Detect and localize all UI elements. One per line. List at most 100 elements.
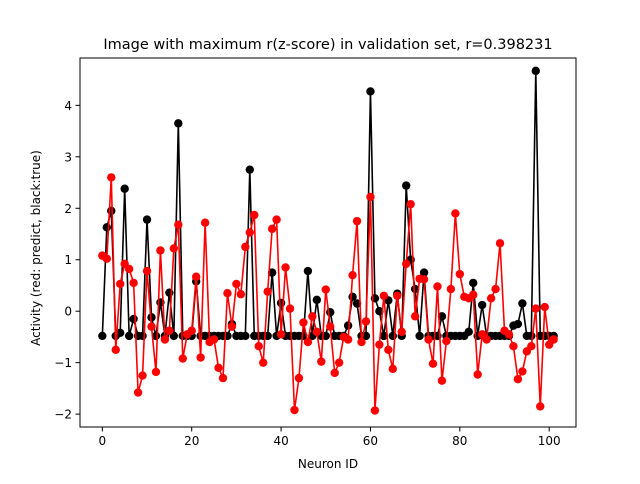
data-point-true <box>326 308 335 317</box>
y-tick-label: 0 <box>64 305 72 319</box>
data-point-true <box>116 328 125 338</box>
data-point-predict <box>308 312 317 321</box>
chart-title: Image with maximum r(z-score) in validat… <box>103 37 552 53</box>
y-tick-label: 2 <box>64 202 72 216</box>
data-point-true <box>267 268 277 277</box>
data-point-true <box>419 268 429 277</box>
data-point-predict <box>330 368 339 378</box>
data-point-true <box>352 299 362 308</box>
y-tick-label: 1 <box>64 253 72 267</box>
data-point-predict <box>218 373 228 383</box>
data-point-predict <box>491 284 500 294</box>
data-point-predict <box>299 318 308 327</box>
y-tick-label: −1 <box>54 356 72 370</box>
data-point-predict <box>334 358 344 367</box>
data-point-predict <box>549 335 558 344</box>
data-point-true <box>513 319 523 329</box>
data-point-true <box>174 119 183 128</box>
data-point-predict <box>232 279 241 289</box>
data-point-predict <box>138 371 147 380</box>
data-point-predict <box>424 335 433 344</box>
data-point-predict <box>281 263 290 272</box>
data-point-predict <box>446 284 456 294</box>
data-point-predict <box>509 342 518 351</box>
x-tick-label: 0 <box>99 434 107 448</box>
data-point-predict <box>227 322 237 331</box>
data-point-predict <box>129 278 138 288</box>
data-point-predict <box>303 337 313 347</box>
data-point-predict <box>214 363 223 373</box>
data-point-predict <box>366 192 375 202</box>
x-axis-label: Neuron ID <box>298 457 358 471</box>
data-point-true <box>527 331 536 341</box>
data-point-predict <box>402 259 411 269</box>
data-point-predict <box>156 246 165 255</box>
data-point-true <box>415 331 424 341</box>
data-point-true <box>312 295 322 305</box>
data-point-predict <box>116 279 125 289</box>
data-point-true <box>245 165 254 174</box>
data-point-predict <box>469 290 478 299</box>
data-point-predict <box>527 342 536 351</box>
data-point-predict <box>236 290 246 299</box>
data-point-predict <box>133 388 143 397</box>
data-point-predict <box>223 288 232 298</box>
data-point-predict <box>442 336 451 346</box>
data-point-predict <box>536 402 545 411</box>
data-point-true <box>343 321 353 330</box>
data-point-predict <box>321 285 330 294</box>
data-point-predict <box>486 294 496 303</box>
data-point-predict <box>317 357 326 366</box>
data-point-predict <box>147 322 156 331</box>
data-point-true <box>437 312 447 321</box>
data-point-predict <box>473 370 482 379</box>
data-point-predict <box>312 327 322 336</box>
data-point-predict <box>375 340 384 349</box>
y-tick-label: 3 <box>64 150 72 164</box>
data-point-predict <box>267 224 277 234</box>
data-point-predict <box>513 374 523 384</box>
data-point-predict <box>160 335 170 344</box>
data-point-predict <box>285 304 295 313</box>
x-tick-label: 60 <box>363 434 378 448</box>
data-point-predict <box>343 335 353 344</box>
data-point-predict <box>455 269 465 279</box>
data-point-predict <box>200 218 210 227</box>
plot-area: 0 20 40 60 80 100 −2 −1 0 1 2 3 4 <box>54 57 577 448</box>
data-point-predict <box>263 287 272 296</box>
data-point-predict <box>169 244 179 253</box>
data-point-true <box>303 266 313 276</box>
data-point-predict <box>102 254 112 263</box>
data-point-predict <box>384 345 393 354</box>
x-tick-label: 100 <box>538 434 561 448</box>
data-point-true <box>469 278 478 288</box>
data-point-true <box>464 327 473 336</box>
data-point-predict <box>531 304 540 313</box>
data-point-predict <box>250 210 259 220</box>
data-point-predict <box>124 264 134 274</box>
data-point-predict <box>410 312 420 321</box>
data-point-predict <box>165 326 174 335</box>
data-point-predict <box>348 270 357 280</box>
data-point-true <box>241 331 250 341</box>
data-point-predict <box>379 291 389 300</box>
data-point-true <box>410 284 420 294</box>
data-point-true <box>142 215 152 224</box>
data-point-predict <box>495 239 505 248</box>
data-point-predict <box>361 317 371 326</box>
data-point-predict <box>196 353 205 362</box>
data-point-predict <box>419 275 429 284</box>
data-point-predict <box>428 359 438 368</box>
data-point-predict <box>433 282 442 291</box>
data-point-predict <box>107 173 116 182</box>
data-point-predict <box>254 342 263 351</box>
data-point-predict <box>326 322 335 331</box>
data-point-predict <box>174 220 183 229</box>
data-point-predict <box>151 367 161 377</box>
x-tick-label: 20 <box>184 434 199 448</box>
y-tick-label: −2 <box>54 408 72 422</box>
data-point-true <box>366 87 375 96</box>
data-point-true <box>379 331 389 341</box>
